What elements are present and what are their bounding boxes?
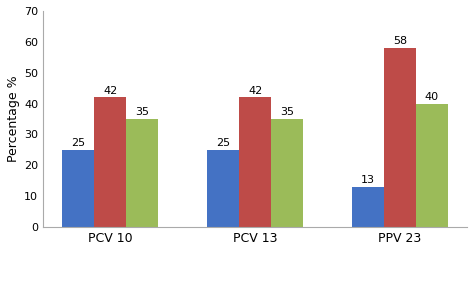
Text: 25: 25 — [216, 138, 230, 148]
Y-axis label: Percentage %: Percentage % — [7, 76, 20, 162]
Bar — [126, 119, 158, 227]
Bar — [352, 187, 384, 227]
Bar — [239, 97, 271, 227]
Bar — [207, 150, 239, 227]
Bar — [94, 97, 126, 227]
Bar — [63, 150, 94, 227]
Text: 58: 58 — [393, 36, 407, 47]
Bar — [271, 119, 303, 227]
Text: 13: 13 — [361, 175, 375, 185]
Text: 40: 40 — [425, 92, 439, 102]
Text: 25: 25 — [71, 138, 85, 148]
Text: 42: 42 — [103, 86, 117, 96]
Text: 42: 42 — [248, 86, 262, 96]
Bar — [416, 104, 448, 227]
Bar — [384, 48, 416, 227]
Text: 35: 35 — [135, 107, 149, 118]
Text: 35: 35 — [280, 107, 294, 118]
